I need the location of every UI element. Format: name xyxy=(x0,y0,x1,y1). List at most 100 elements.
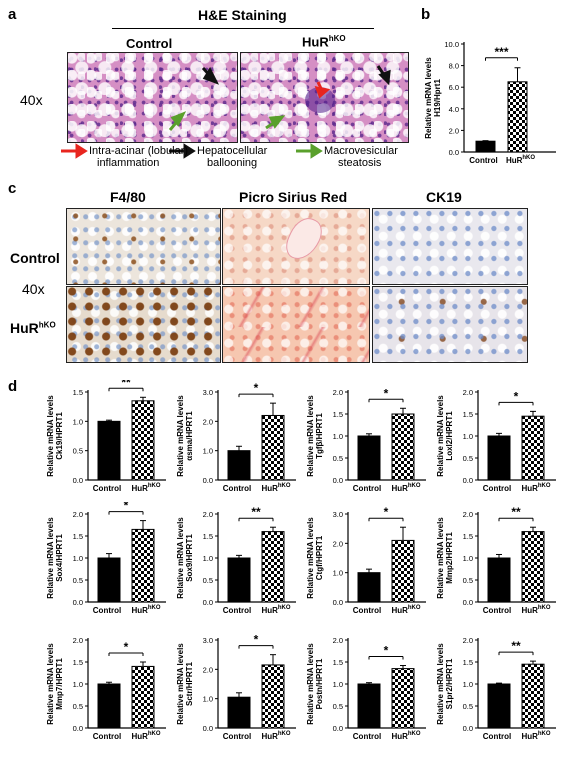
chart-loxl2: Relative mRNA levelsLoxl2/HPRT1 0.0 0.5 1.0… xyxy=(436,388,556,493)
y-tick-label: 3.0 xyxy=(203,636,213,645)
bar-ko xyxy=(391,413,415,481)
y-tick-label: 1.0 xyxy=(203,554,213,563)
y-tick-label: 2.0 xyxy=(73,510,83,519)
y-tick-label: 1.5 xyxy=(463,532,473,541)
x-label-ko: HuRhKO xyxy=(506,155,535,165)
chart-mmp2: Relative mRNA levelsMmp2/HPRT1 0.0 0.5 1.0 1… xyxy=(436,505,556,615)
c-row-ko: HuRhKO xyxy=(10,320,56,336)
y-tick-label: 2.0 xyxy=(463,636,473,645)
bar-ko xyxy=(261,664,285,729)
x-label-control: Control xyxy=(93,484,121,493)
he-col-control: Control xyxy=(126,36,173,51)
bar-ko xyxy=(507,81,528,153)
legend-steatosis-arrow xyxy=(296,143,323,159)
y-tick-label: 1.0 xyxy=(73,554,83,563)
panel-c-label: c xyxy=(8,180,17,197)
y-tick-label: 0.0 xyxy=(463,598,473,607)
significance-stars: * xyxy=(384,644,389,658)
y-axis-label: Relative mRNA levelsSctr/HPRT1 xyxy=(176,643,194,725)
bar-control xyxy=(357,572,381,603)
legend-steatosis-text: Macrovesicular steatosis xyxy=(324,145,398,169)
bar-control xyxy=(487,683,511,729)
y-tick-label: 2.0 xyxy=(203,510,213,519)
y-tick-label: 2.0 xyxy=(463,388,473,397)
bar-control xyxy=(475,140,496,153)
chart-sox4: Relative mRNA levelsSox4/HPRT1 0.0 0.5 1.0 1… xyxy=(46,502,166,615)
y-tick-label: 10.0 xyxy=(444,40,459,49)
bar-control xyxy=(97,557,121,603)
bar-control xyxy=(357,683,381,729)
he-magnification: 40x xyxy=(20,92,43,108)
x-label-control: Control xyxy=(93,732,121,741)
significance-stars: * xyxy=(384,386,389,400)
y-tick-label: 0.5 xyxy=(73,702,83,711)
legend-ballooning-text: Hepatocellular ballooning xyxy=(197,145,268,169)
y-tick-label: 1.5 xyxy=(333,410,343,419)
y-axis-label: Relative mRNA levelsCtgf/HPRT1 xyxy=(306,517,324,599)
y-tick-label: 1.0 xyxy=(463,432,473,441)
x-label-control: Control xyxy=(483,732,511,741)
y-tick-label: 0.0 xyxy=(333,476,343,485)
chart-tgf: Relative mRNA levelsTgfβ/HPRT1 0.0 0.5 1.0 1… xyxy=(306,386,426,493)
c-col-psr: Picro Sirius Red xyxy=(239,189,348,205)
bar-control xyxy=(487,557,511,603)
y-tick-label: 2.0 xyxy=(449,126,459,135)
bar-ko xyxy=(391,539,415,603)
legend-inflammation-text: Intra-acinar (lobular) inflammation xyxy=(89,145,189,169)
psr-control-image xyxy=(222,208,370,285)
h19-chart: Relative mRNA levelsH19/Hprt1 0.0 2.0 4.0 6.… xyxy=(424,40,556,165)
chart-ctgf: Relative mRNA levelsCtgf/HPRT1 0.0 1.0 2.0 3… xyxy=(306,505,426,615)
y-axis-label: Relative mRNA levelsMmp2/HPRT1 xyxy=(436,517,454,599)
y-tick-label: 1.0 xyxy=(333,569,343,578)
x-label-ko: HuRhKO xyxy=(131,605,160,615)
x-label-ko: HuRhKO xyxy=(261,731,290,741)
x-label-control: Control xyxy=(353,606,381,615)
c-col-f480: F4/80 xyxy=(110,189,146,205)
chart-s1pr2: Relative mRNA levelsS1pr2/HPRT1 0.0 0.5 1.0… xyxy=(436,636,556,741)
significance-stars: * xyxy=(254,381,259,395)
bar-ko xyxy=(391,668,415,729)
y-axis-label: Relative mRNA levelsSox4/HPRT1 xyxy=(46,517,64,599)
he-staining-title: H&E Staining xyxy=(198,7,287,23)
he-col-ko: HuRhKO xyxy=(302,34,346,50)
y-axis-label: Relative mRNA levelsTgfβ/HPRT1 xyxy=(306,395,324,477)
x-label-control: Control xyxy=(483,484,511,493)
y-tick-label: 1.5 xyxy=(463,410,473,419)
f480-ko-image xyxy=(66,286,221,363)
significance-stars: * xyxy=(254,633,259,647)
f480-control-image xyxy=(66,208,221,285)
y-tick-label: 0.0 xyxy=(463,476,473,485)
panel-b-label: b xyxy=(421,6,431,23)
y-axis-label: Relative mRNA levelsαsma/HPRT1 xyxy=(176,395,194,477)
bar-ko xyxy=(521,663,545,729)
y-axis-label: Relative mRNA levelsCk19/HPRT1 xyxy=(46,395,64,477)
panel-d-label: d xyxy=(8,378,18,395)
y-tick-label: 8.0 xyxy=(449,62,459,71)
significance-stars: ** xyxy=(511,505,521,519)
bar-control xyxy=(357,435,381,481)
ballooning-arrow-ko xyxy=(376,65,391,86)
chart-postn: Relative mRNA levelsPostn/HPRT1 0.0 0.5 1.0… xyxy=(306,636,426,741)
y-axis-label: Relative mRNA levelsMmp7/HPRT1 xyxy=(46,643,64,725)
y-tick-label: 0.0 xyxy=(463,724,473,733)
bar-ko xyxy=(261,531,285,603)
x-label-ko: HuRhKO xyxy=(131,483,160,493)
significance-stars: * xyxy=(514,389,519,403)
y-tick-label: 1.0 xyxy=(73,417,83,426)
bar-control xyxy=(227,557,251,603)
y-tick-label: 0.0 xyxy=(333,724,343,733)
significance-stars: ** xyxy=(251,505,261,519)
y-tick-label: 0.5 xyxy=(463,454,473,463)
x-label-control: Control xyxy=(223,606,251,615)
y-tick-label: 3.0 xyxy=(333,510,343,519)
y-tick-label: 2.0 xyxy=(463,510,473,519)
y-tick-label: 1.5 xyxy=(73,388,83,397)
y-tick-label: 1.0 xyxy=(463,680,473,689)
y-axis-label: Relative mRNA levelsLoxl2/HPRT1 xyxy=(436,395,454,477)
title-rule xyxy=(112,28,374,29)
y-tick-label: 2.0 xyxy=(333,539,343,548)
y-tick-label: 0.0 xyxy=(449,148,459,157)
y-tick-label: 0.0 xyxy=(73,598,83,607)
y-tick-label: 0.5 xyxy=(463,702,473,711)
y-tick-label: 1.5 xyxy=(203,532,213,541)
